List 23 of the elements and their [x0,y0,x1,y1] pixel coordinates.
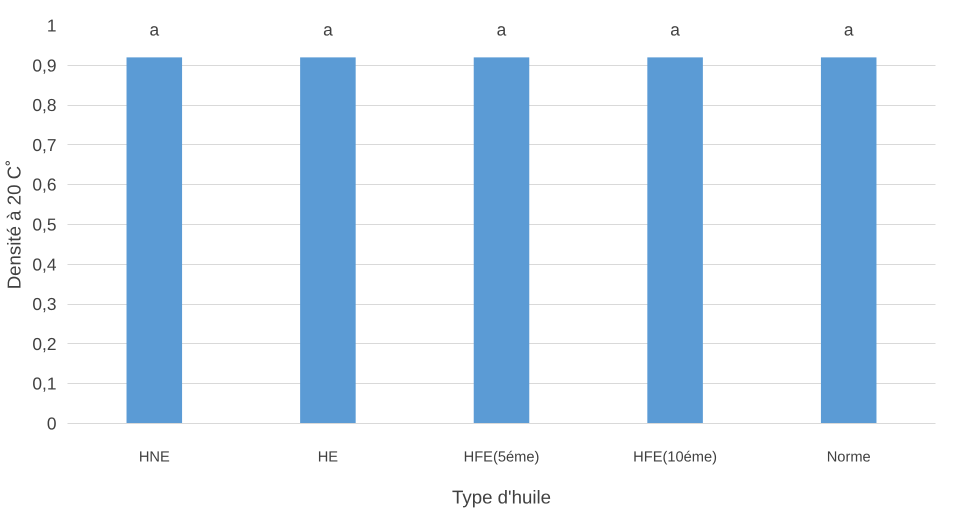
y-tick-label: 0,3 [32,294,57,314]
y-tick-label: 0,8 [32,95,57,116]
annotation: a [149,19,160,40]
x-tick-label: HFE(5éme) [464,450,540,466]
y-axis-title: Densité à 20 C˚ [3,160,24,290]
y-tick-label: 0,7 [32,134,57,155]
y-tick-label: 0,4 [32,254,57,274]
y-tick-label: 0 [46,414,57,434]
y-tick-label: 1 [46,16,57,36]
x-tick-label: HE [318,450,338,466]
y-tick-label: 0,2 [32,334,57,354]
annotation: a [323,19,334,40]
x-tick-label: HFE(10éme) [633,450,718,466]
y-tick-label: 0,9 [32,55,57,76]
annotation: a [670,19,680,40]
x-tick-label: Norme [826,450,871,466]
annotation: a [496,19,507,40]
y-tick-label: 0,1 [32,374,57,394]
annotation: a [844,19,854,40]
y-tick-label: 0,5 [32,214,57,234]
y-tick-label: 0,6 [32,174,57,195]
x-tick-label: HNE [138,450,170,466]
x-axis-title: Type d'huile [452,486,551,508]
